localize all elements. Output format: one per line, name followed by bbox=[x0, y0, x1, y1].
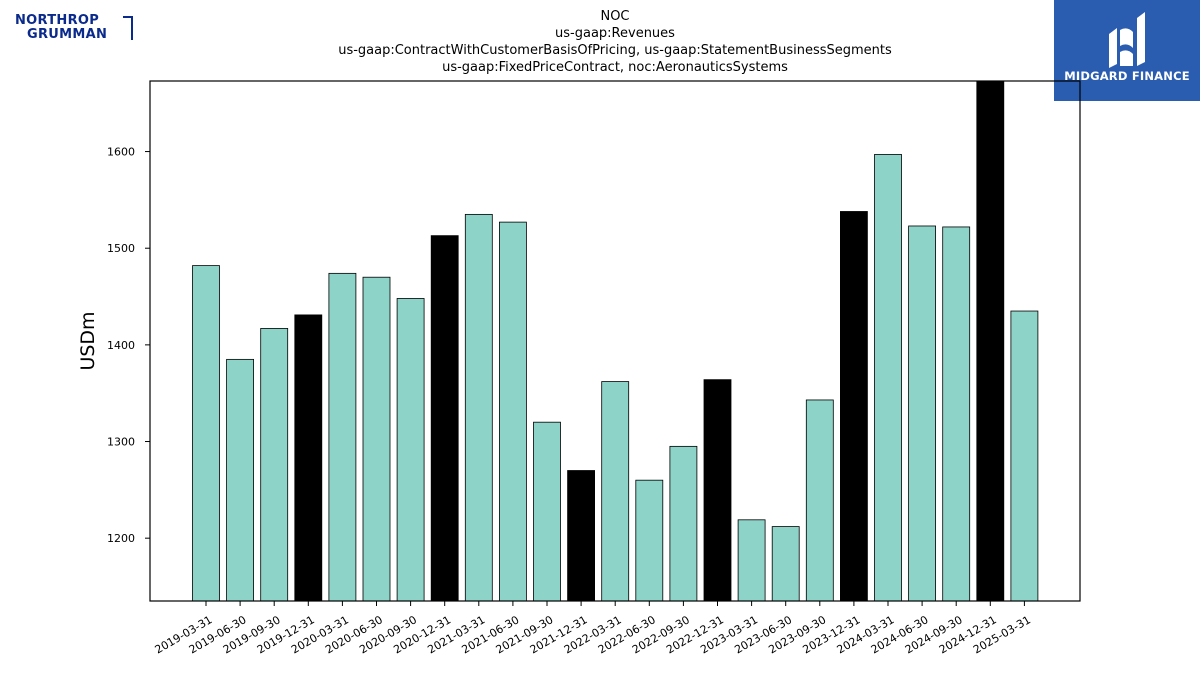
midgard-mark-icon bbox=[1109, 12, 1145, 68]
title-line-4: us-gaap:FixedPriceContract, noc:Aeronaut… bbox=[442, 60, 788, 75]
bar-2019-06-30 bbox=[226, 358, 255, 602]
title-line-3: us-gaap:ContractWithCustomerBasisOfPrici… bbox=[338, 43, 892, 58]
bar-2019-12-31 bbox=[294, 314, 323, 602]
logo-line-1: NORTHROP bbox=[15, 13, 100, 28]
y-tick-label-1600: 1600 bbox=[107, 146, 135, 159]
midgard-finance-name: MIDGARD FINANCE bbox=[1064, 69, 1190, 83]
bar-2024-03-31 bbox=[874, 154, 902, 602]
bar-2021-12-31 bbox=[567, 470, 595, 602]
bars bbox=[192, 80, 1039, 602]
y-tick-label-1500: 1500 bbox=[107, 242, 135, 255]
bar-2022-06-30 bbox=[635, 479, 664, 602]
bar-2024-06-30 bbox=[908, 225, 936, 602]
bar-2021-06-30 bbox=[498, 221, 527, 602]
bar-2020-09-30 bbox=[396, 298, 425, 602]
bar-2024-09-30 bbox=[942, 226, 971, 602]
bar-2022-09-30 bbox=[669, 445, 698, 602]
bar-2020-12-31 bbox=[430, 235, 459, 602]
bar-2023-12-31 bbox=[840, 211, 868, 602]
plot-frame bbox=[149, 80, 1081, 602]
bar-2021-09-30 bbox=[533, 421, 561, 602]
bar-2023-06-30 bbox=[771, 526, 800, 602]
bar-2024-12-31 bbox=[976, 80, 1005, 602]
bar-2023-03-31 bbox=[737, 519, 766, 602]
northrop-grumman-logo: NORTHROP GRUMMAN bbox=[15, 14, 133, 44]
x-axis: 2019-03-312019-06-302019-09-302019-12-31… bbox=[153, 601, 1033, 656]
midgard-finance-logo: MIDGARD FINANCE bbox=[1054, 0, 1200, 101]
y-tick-label-1200: 1200 bbox=[107, 532, 135, 545]
bar-2022-03-31 bbox=[601, 381, 630, 602]
logo-line-2: GRUMMAN bbox=[27, 27, 108, 42]
y-tick-label-1300: 1300 bbox=[107, 436, 135, 449]
bar-2021-03-31 bbox=[464, 213, 493, 602]
bar-2020-06-30 bbox=[362, 276, 391, 602]
bar-2020-03-31 bbox=[328, 272, 357, 602]
bar-2019-09-30 bbox=[260, 328, 289, 602]
bar-2023-09-30 bbox=[805, 399, 834, 602]
bar-2019-03-31 bbox=[192, 265, 220, 602]
title-line-2: us-gaap:Revenues bbox=[555, 26, 675, 41]
logo-bracket-icon bbox=[123, 16, 133, 40]
y-axis-label: USDm bbox=[77, 311, 99, 370]
bar-2022-12-31 bbox=[703, 379, 732, 602]
y-axis: 1200 1300 1400 1500 1600 bbox=[107, 146, 150, 545]
bar-2025-03-31 bbox=[1010, 310, 1039, 602]
chart-title: NOC us-gaap:Revenues us-gaap:ContractWithC… bbox=[338, 9, 892, 75]
title-line-1: NOC bbox=[600, 9, 629, 24]
y-tick-label-1400: 1400 bbox=[107, 339, 135, 352]
